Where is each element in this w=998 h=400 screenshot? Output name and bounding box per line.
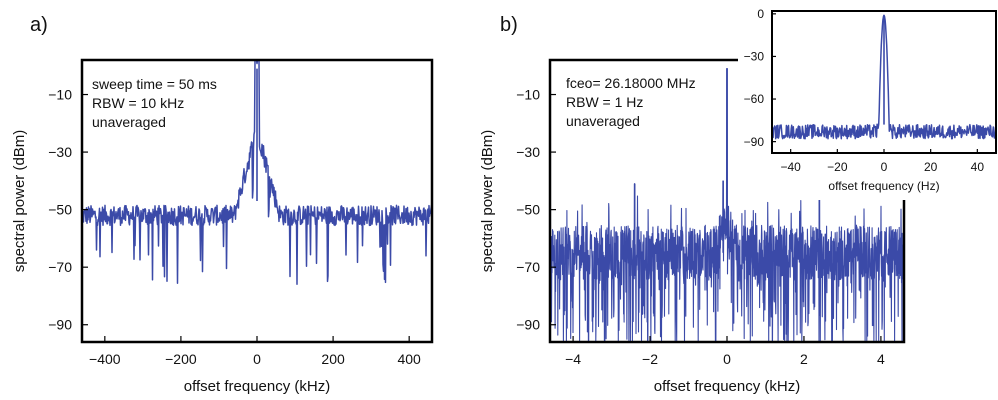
inset-trace [771, 14, 997, 140]
x-tick-label: −2 [642, 351, 658, 367]
y-tick-label: −90 [744, 135, 765, 149]
y-tick-label: −30 [744, 50, 765, 64]
inset: −40 −20 0 20 40 0 −30 −60 −90 offset frequency (… [738, 4, 998, 200]
y-tick-label: −50 [48, 202, 72, 218]
panel-b-ticks: −4 −2 0 2 4−10−30−50−70−90 [516, 86, 885, 367]
inset-background [738, 4, 998, 200]
x-tick-label: −4 [565, 351, 581, 367]
panel-b-annotation-2: RBW = 1 Hz [566, 94, 643, 110]
y-tick-label: −10 [516, 86, 540, 102]
panel-a: a) −400 −200 0 200 400 −10 −30 −50 −70 −90 sweep … [11, 14, 434, 395]
x-tick-label: −200 [165, 351, 197, 367]
x-tick-label: −40 [780, 160, 801, 174]
panel-b-label: b) [500, 14, 518, 36]
y-tick-label: −30 [516, 144, 540, 160]
x-tick-label: 0 [723, 351, 731, 367]
x-tick-label: 200 [321, 351, 345, 367]
panel-b-annotation-3: unaveraged [566, 113, 640, 129]
x-tick-label: −400 [89, 351, 121, 367]
x-tick-label: 0 [881, 160, 888, 174]
panel-a-ticks: −400 −200 0 200 400 −10 −30 −50 −70 −90 [48, 86, 421, 367]
x-tick-label: 40 [971, 160, 985, 174]
panel-b-xlabel: offset frequency (kHz) [654, 378, 800, 395]
inset-xlabel: offset frequency (Hz) [828, 179, 939, 193]
y-tick-label: −30 [48, 144, 72, 160]
x-tick-label: 4 [877, 351, 885, 367]
y-tick-label: −70 [48, 259, 72, 275]
x-tick-label: −20 [827, 160, 848, 174]
spectrum-line [81, 59, 433, 285]
panel-a-trace [81, 59, 433, 285]
x-tick-label: 400 [397, 351, 421, 367]
y-tick-label: −70 [516, 259, 540, 275]
y-tick-label: −10 [48, 86, 72, 102]
panel-b-trace [549, 68, 905, 342]
panel-a-ylabel: spectral power (dBm) [11, 130, 28, 273]
inset-ticks: −40 −20 0 20 40 0 −30 −60 −90 [744, 7, 985, 174]
panel-a-annotation-1: sweep time = 50 ms [92, 76, 217, 92]
spectrum-line [549, 68, 905, 342]
panel-b-ylabel: spectral power (dBm) [479, 130, 496, 273]
panel-a-annotation-2: RBW = 10 kHz [92, 95, 184, 111]
panel-b-annotation-1: fceo= 26.18000 MHz [566, 75, 696, 91]
x-tick-label: 20 [924, 160, 938, 174]
panel-a-annotation-3: unaveraged [92, 114, 166, 130]
y-tick-label: −90 [516, 317, 540, 333]
y-tick-label: 0 [757, 7, 764, 21]
panel-b: b) −4 −2 0 2 4−10−30−50−70−90 fceo= 26.18000… [479, 14, 906, 395]
panel-a-xlabel: offset frequency (kHz) [184, 378, 330, 395]
y-tick-label: −50 [516, 202, 540, 218]
y-tick-label: −90 [48, 317, 72, 333]
y-tick-label: −60 [744, 92, 765, 106]
panel-a-label: a) [30, 14, 48, 36]
x-tick-label: 0 [253, 351, 261, 367]
x-tick-label: 2 [800, 351, 808, 367]
